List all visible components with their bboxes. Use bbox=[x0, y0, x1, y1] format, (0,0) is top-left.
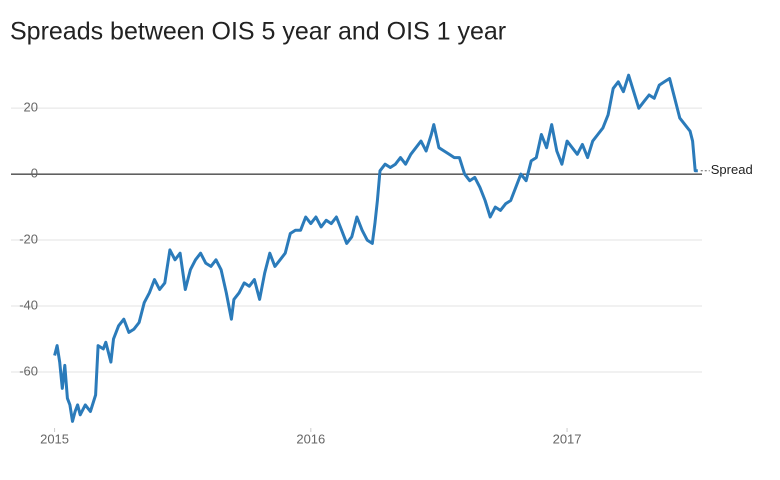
line bbox=[53, 73, 698, 423]
series-label: Spread bbox=[711, 162, 753, 177]
x-tick-label: 2016 bbox=[296, 431, 325, 446]
y-tick-label: -40 bbox=[19, 297, 38, 312]
x-tick-label: 2017 bbox=[553, 431, 582, 446]
y-tick-label: -20 bbox=[19, 231, 38, 246]
chart-title: Spreads between OIS 5 year and OIS 1 yea… bbox=[10, 18, 506, 46]
y-tick-label: -60 bbox=[19, 363, 38, 378]
y-tick-label: 0 bbox=[31, 166, 38, 181]
y-tick-label: 20 bbox=[24, 100, 38, 115]
x-tick-label: 2015 bbox=[40, 431, 69, 446]
